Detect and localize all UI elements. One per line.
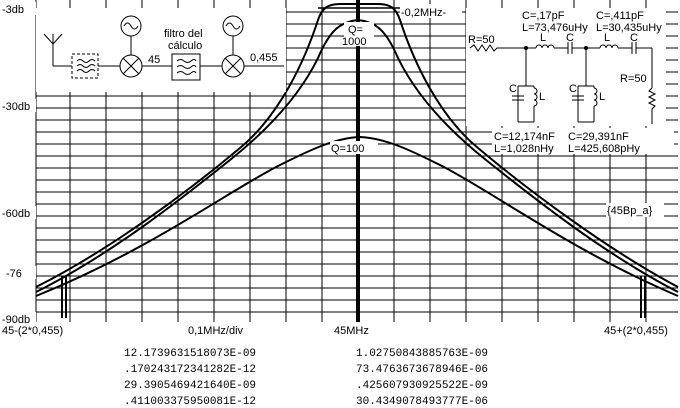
y-label-30db: -30db [2,101,30,113]
num-r1-c0: .170243172341282E-12 [124,364,256,376]
l1-series-icon [535,44,555,49]
input-filter-icon [71,53,99,79]
oscillator-1-icon [120,15,142,55]
num-r3-c1: 30.4349078493777E-06 [356,396,488,408]
oscillator-2-icon [222,15,244,55]
x-label-div: 0,1MHz/div [188,325,244,337]
calc-filter-icon [171,53,201,81]
r-in-label: R=50 [468,34,495,46]
l1-bot-label: L=1,028nHy [494,143,554,155]
c-mark-2: C [630,32,638,44]
q-1000-label-line2: 1000 [342,36,366,48]
freq-45-label: 45 [148,54,160,66]
bandwidth-label: -0,2MHz- [401,7,447,19]
num-r0-c1: 1.02750843885763E-09 [356,348,488,360]
annotations: -0,2MHz- Q= 1000 Q=100 {45Bp_a} [330,4,664,217]
q-100-label: Q=100 [331,143,364,155]
c-mark-shunt-2: C [569,83,577,95]
shunt-value-labels: C=12,174nF L=1,028nHy C=29,391nF L=425,6… [492,128,674,155]
x-label-right: 45+(2*0,455) [604,325,668,337]
l-mark-1: L [540,32,546,44]
num-r0-c0: 12.1739631518073E-09 [124,348,256,360]
c1-bot-label: C=12,174nF [494,131,555,143]
y-label-3db: -3db [2,4,24,16]
circuit-schematic: C=,17pF L=73,476uHy C=,411pF L=30,435uHy… [466,8,666,126]
c1-top-label: C=,17pF [522,10,565,22]
num-r1-c1: 73.4763673678946E-06 [356,364,488,376]
l-mark-shunt-1: L [539,91,545,103]
l-mark-shunt-2: L [599,91,605,103]
filter-label-line1: filtro del [164,28,203,40]
block-diagram: 45 filtro del cálculo 0,455 [36,8,286,92]
c2-top-label: C=,411pF [596,10,644,22]
num-r3-c0: .411003375950081E-12 [124,396,256,408]
x-label-center: 45MHz [334,325,369,337]
y-label-76: -76 [6,268,22,280]
l2-series-icon [599,44,619,49]
out-freq-label: 0,455 [250,52,278,64]
r-in-resistor-icon [469,44,526,52]
l1-top-label: L=73,476uHy [522,22,588,34]
c-mark-shunt-1: C [509,83,517,95]
num-r2-c0: 29.3905469421640E-09 [124,380,256,392]
l2-bot-label: L=425,608pHy [568,143,640,155]
q-1000-label-line1: Q= [348,24,363,36]
l1-shunt-icon [533,87,538,107]
dip-markers [61,0,646,322]
y-label-60db: -60db [2,208,30,220]
x-label-left: 45-(2*0,455) [2,325,63,337]
numeric-values-table: 12.1739631518073E-09 1.02750843885763E-0… [124,348,488,408]
y-axis-labels: -3db -30db -60db -76 -90db [0,2,36,326]
l-mark-2: L [604,32,610,44]
id-tag: {45Bp_a} [607,205,653,217]
x-axis-labels: 45-(2*0,455) 0,1MHz/div 45MHz 45+(2*0,45… [2,325,668,337]
y-label-90db: -90db [2,314,30,326]
antenna-icon [43,33,72,67]
r-out-label: R=50 [620,73,647,85]
filter-label-line2: cálculo [168,40,202,52]
r-out-resistor-icon [647,87,657,124]
c-mark-1: C [566,32,574,44]
c2-bot-label: C=29,391nF [568,131,629,143]
mixer-1-icon [119,54,143,78]
l2-shunt-icon [593,87,598,107]
l2-top-label: L=30,435uHy [596,22,662,34]
mixer-2-icon [221,54,245,78]
num-r2-c1: .425607930925522E-09 [356,380,488,392]
